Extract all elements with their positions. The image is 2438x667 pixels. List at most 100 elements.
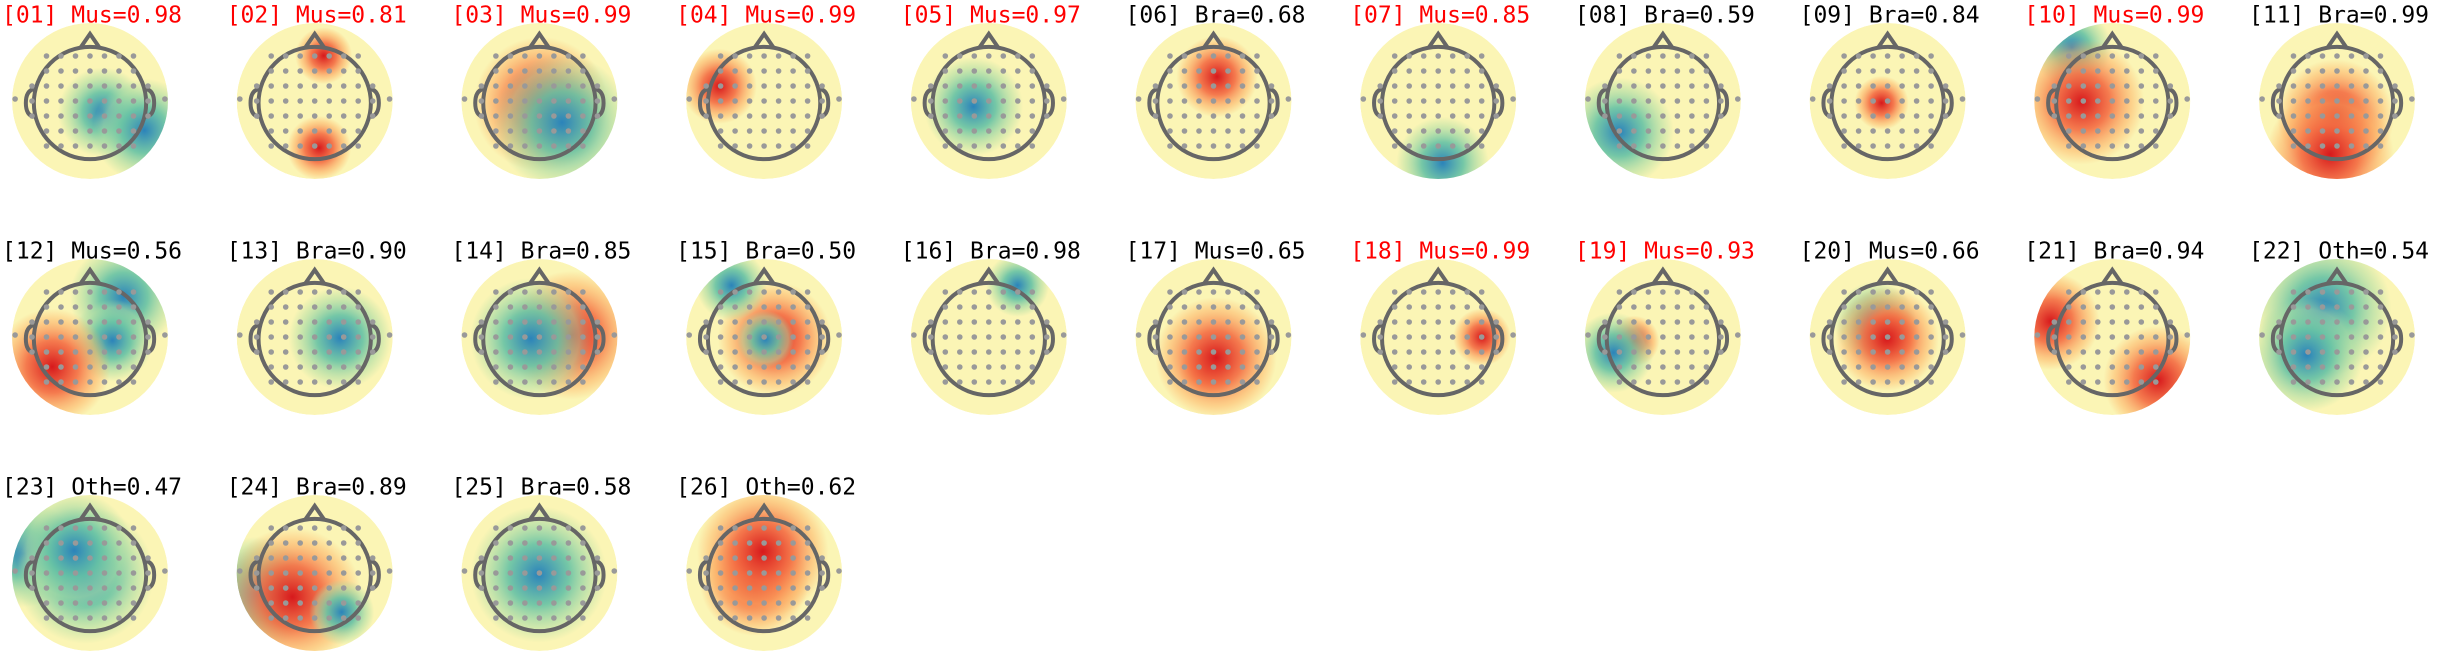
sensor: [72, 570, 79, 576]
activation-blob: [1396, 116, 1489, 179]
sensor: [2334, 68, 2340, 74]
sensor: [1884, 113, 1891, 119]
sensor: [551, 570, 557, 576]
sensor: [116, 570, 122, 576]
sensor: [2363, 319, 2369, 325]
sensor: [761, 128, 767, 134]
sensor: [1377, 319, 1383, 325]
sensor: [297, 143, 304, 149]
sensor: [1435, 364, 1441, 370]
sensor: [1181, 98, 1188, 104]
sensor: [58, 334, 64, 340]
sensor: [1884, 304, 1891, 310]
sensor: [2066, 143, 2072, 149]
sensor: [565, 334, 572, 340]
sensor: [297, 98, 304, 104]
sensor: [1435, 319, 1441, 325]
sensor: [1674, 289, 1681, 295]
sensor: [703, 319, 709, 325]
activation-blob: [494, 54, 618, 179]
sensor: [1044, 334, 1050, 340]
sensor: [2095, 289, 2101, 295]
sensor: [2409, 96, 2415, 102]
sensor: [1899, 98, 1905, 104]
sensor: [282, 128, 289, 134]
sensor: [790, 379, 796, 385]
sensor: [72, 540, 79, 546]
sensor: [43, 334, 50, 340]
sensor: [942, 68, 949, 74]
sensor: [1674, 364, 1681, 370]
sensor: [2348, 304, 2355, 310]
sensor: [1616, 83, 1623, 89]
sensor: [686, 568, 693, 574]
sensor: [282, 585, 289, 591]
nose: [527, 502, 552, 522]
sensor: [522, 304, 528, 310]
sensor: [116, 585, 122, 591]
sensor: [1029, 68, 1036, 74]
sensor: [1391, 349, 1398, 355]
sensor: [282, 615, 289, 621]
topomap: [21] Bra=0.94: [2024, 239, 2204, 415]
sensor: [565, 349, 572, 355]
sensor: [2377, 98, 2384, 104]
sensor: [493, 143, 499, 149]
sensor: [340, 113, 347, 119]
sensor: [819, 334, 825, 340]
sensor: [493, 289, 499, 295]
sensor: [804, 615, 811, 621]
sensor: [1029, 289, 1036, 295]
sensor: [1435, 379, 1441, 385]
sensor: [1703, 53, 1710, 59]
sensor: [493, 585, 499, 591]
sensor: [1254, 379, 1260, 385]
sensor: [29, 83, 35, 89]
sensor: [746, 585, 753, 591]
sensor: [2319, 113, 2326, 119]
sensor: [326, 364, 333, 370]
sensor: [565, 289, 572, 295]
sensor: [2066, 98, 2072, 104]
sensor: [1210, 113, 1217, 119]
sensor: [340, 570, 347, 576]
sensor: [1464, 128, 1470, 134]
sensor: [1855, 98, 1862, 104]
sensor: [2305, 128, 2311, 134]
sensor: [536, 364, 543, 370]
sensor: [1464, 143, 1470, 149]
sensor: [116, 53, 122, 59]
sensor: [1870, 53, 1876, 59]
sensor: [2109, 113, 2116, 119]
sensor: [836, 332, 842, 338]
sensor: [1631, 98, 1637, 104]
sensor: [1928, 128, 1934, 134]
sensor: [340, 349, 347, 355]
sensor: [2066, 53, 2072, 59]
sensor: [1210, 364, 1217, 370]
sensor: [297, 570, 304, 576]
sensor: [1478, 98, 1485, 104]
sensor: [2363, 364, 2369, 370]
sensor: [493, 349, 499, 355]
sensor: [1268, 83, 1275, 89]
sensor: [790, 525, 796, 531]
sensor: [493, 364, 499, 370]
sensor: [72, 364, 79, 370]
sensor: [717, 615, 724, 621]
sensor: [1435, 83, 1441, 89]
sensor: [101, 68, 108, 74]
sensor: [43, 615, 50, 621]
sensor: [1420, 53, 1427, 59]
sensor: [2138, 113, 2145, 119]
sensor: [130, 349, 137, 355]
sensor: [1660, 349, 1666, 355]
sensor: [1870, 349, 1876, 355]
nose: [1426, 30, 1450, 50]
sensor: [2319, 304, 2326, 310]
sensor: [551, 525, 557, 531]
sensor: [2153, 364, 2159, 370]
sensor: [1660, 113, 1666, 119]
sensor: [1196, 334, 1202, 340]
sensor: [253, 319, 260, 325]
